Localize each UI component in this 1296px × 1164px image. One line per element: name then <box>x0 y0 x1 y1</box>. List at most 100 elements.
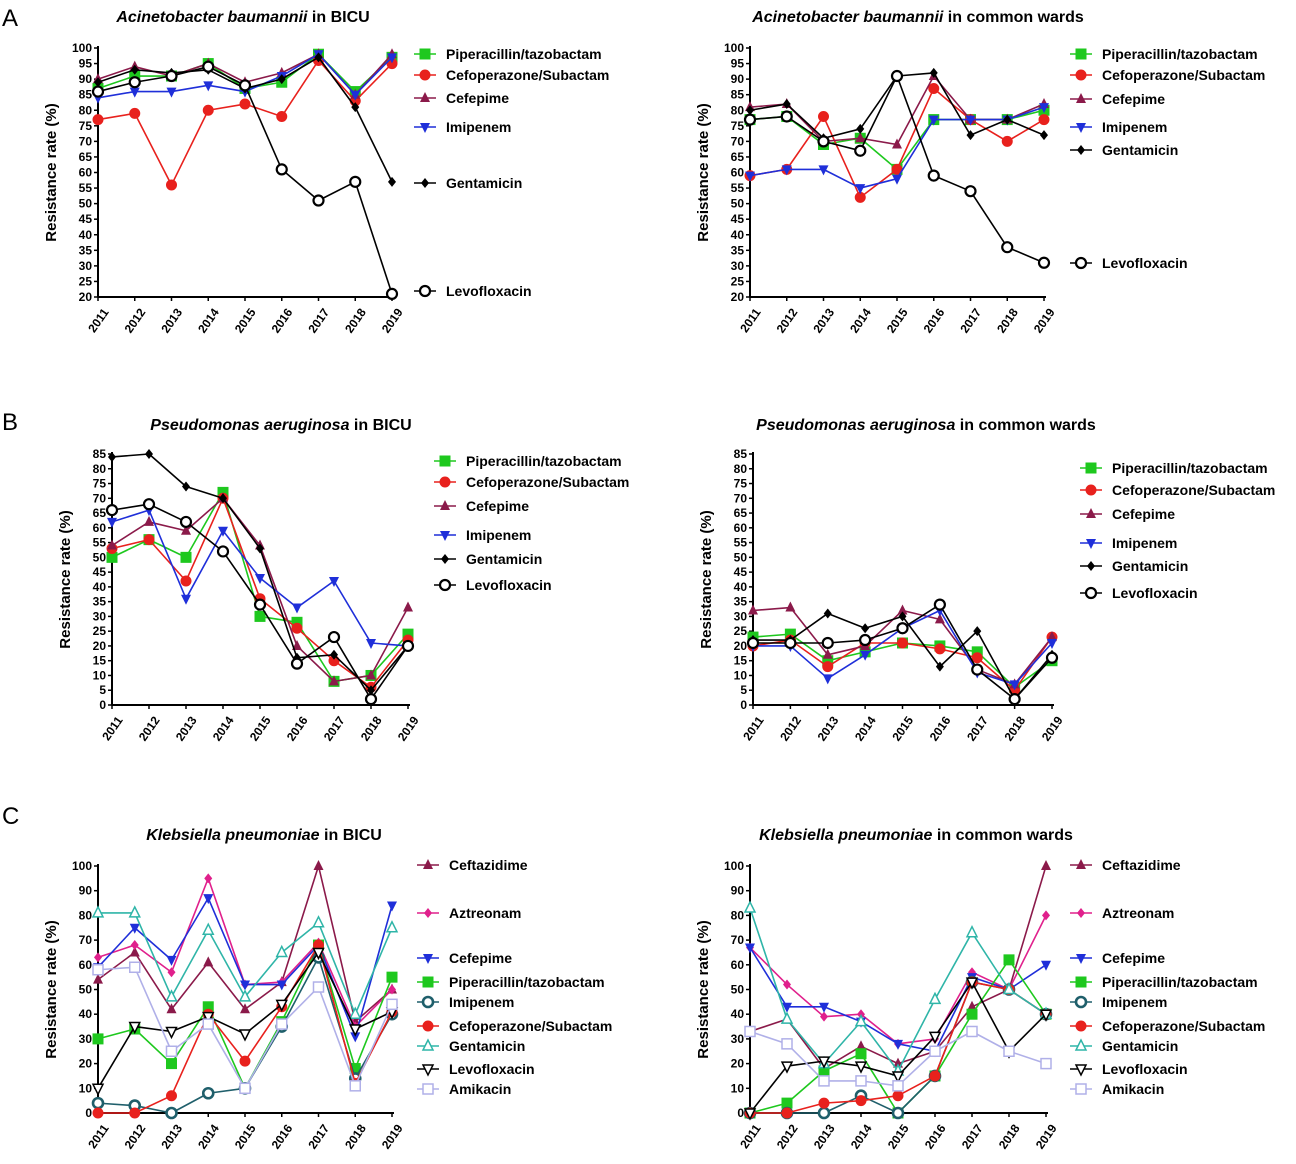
legend-item-levofloxacin: Levofloxacin <box>414 283 532 299</box>
data-point <box>893 1039 903 1050</box>
y-axis-label: Resistance rate (%) <box>43 920 60 1058</box>
legend-item-cefepime: Cefepime <box>414 90 509 106</box>
legend-label: Piperacillin/tazobactam <box>1112 460 1268 476</box>
legend-label: Piperacillin/tazobactam <box>466 453 622 469</box>
data-point <box>329 576 339 587</box>
series-cefoperazone-subactam <box>92 54 398 191</box>
legend-marker <box>1076 954 1086 964</box>
chart-title: Klebsiella pneumoniae in BICU <box>146 827 382 844</box>
data-point <box>967 1000 977 1011</box>
y-tick-label: 70 <box>731 933 745 947</box>
data-point <box>91 905 105 918</box>
data-point <box>927 169 940 182</box>
legend-item-gentamicin: Gentamicin <box>417 1038 525 1054</box>
legend-marker <box>420 92 430 102</box>
y-tick-label: 15 <box>734 654 748 668</box>
data-point <box>165 989 178 1002</box>
legend-item-piperacillin-tazobactam: Piperacillin/tazobactam <box>417 974 605 990</box>
data-point <box>312 947 325 961</box>
x-tick-label: 2012 <box>774 305 801 335</box>
y-tick-label: 30 <box>93 609 107 623</box>
data-point <box>330 649 338 660</box>
data-point <box>313 860 324 870</box>
data-point <box>744 1025 756 1038</box>
legend-label: Cefoperazone/Subactam <box>1102 1018 1265 1034</box>
legend-item-gentamicin: Gentamicin <box>414 175 522 191</box>
legend-marker <box>1076 93 1086 103</box>
data-point <box>202 1011 215 1025</box>
legend-label: Cefoperazone/Subactam <box>1112 482 1275 498</box>
data-point <box>129 1107 141 1119</box>
data-point <box>861 623 870 634</box>
legend-item-aztreonam: Aztreonam <box>1070 905 1174 921</box>
data-point <box>202 1018 214 1030</box>
legend-item-cefepime: Cefepime <box>417 950 512 966</box>
y-tick-label: 0 <box>737 1106 744 1120</box>
data-point <box>746 636 760 650</box>
series-levofloxacin <box>743 977 1053 1121</box>
legend-label: Levofloxacin <box>466 577 552 593</box>
y-tick-label: 80 <box>79 908 93 922</box>
legend-item-cefoperazone-subactam: Cefoperazone/Subactam <box>417 1018 612 1034</box>
panel-label-c: C <box>2 803 19 830</box>
x-tick-label: 2011 <box>740 713 767 743</box>
y-tick-label: 90 <box>79 72 93 86</box>
data-point <box>1047 631 1057 642</box>
x-tick-label: 2018 <box>1002 713 1029 743</box>
data-point <box>351 102 360 113</box>
x-tick-label: 2017 <box>964 713 991 743</box>
data-point <box>897 604 908 615</box>
data-point <box>201 1086 215 1100</box>
x-tick-label: 2012 <box>122 305 149 335</box>
y-tick-label: 40 <box>731 1007 745 1021</box>
data-point <box>1039 103 1049 114</box>
chart-6: Klebsiella pneumoniae in common wards Res… <box>695 827 1265 1152</box>
data-point <box>238 989 252 1002</box>
data-point <box>92 1107 104 1119</box>
y-tick-label: 40 <box>79 228 93 242</box>
chart-title-species: Klebsiella pneumoniae <box>759 827 932 844</box>
data-point <box>1040 130 1048 141</box>
x-tick-label: 2015 <box>889 713 916 743</box>
data-point <box>129 107 141 119</box>
legend-marker <box>1074 1038 1088 1051</box>
legend-marker <box>423 859 433 869</box>
y-tick-label: 65 <box>79 150 93 164</box>
chart-title-location: in common wards <box>943 9 1084 26</box>
data-point <box>349 1024 362 1037</box>
series-gentamicin <box>108 449 412 696</box>
legend-marker <box>1076 123 1086 133</box>
data-point <box>366 638 376 649</box>
y-tick-label: 25 <box>79 274 93 288</box>
legend-marker <box>419 69 431 81</box>
data-point <box>1047 638 1057 649</box>
legend-label: Imipenem <box>466 527 531 543</box>
data-point <box>128 905 141 918</box>
data-point <box>971 663 984 676</box>
series-piperacillin-tazobactam <box>106 486 414 687</box>
legend-marker <box>1086 508 1096 518</box>
data-point <box>204 873 213 884</box>
legend-item-ceftazidime: Ceftazidime <box>417 857 528 873</box>
x-tick-label: 2014 <box>195 305 222 335</box>
data-point <box>859 633 872 647</box>
y-tick-label: 10 <box>79 1081 93 1095</box>
x-tick-label: 2016 <box>922 1121 949 1151</box>
data-point <box>817 135 830 148</box>
data-point <box>181 524 191 535</box>
data-point <box>166 955 177 966</box>
y-tick-label: 70 <box>93 491 107 505</box>
legend-label: Cefepime <box>446 90 509 106</box>
y-tick-label: 20 <box>731 290 745 304</box>
x-tick-label: 2011 <box>85 1121 112 1151</box>
data-point <box>855 1048 867 1060</box>
legend-marker <box>439 476 451 488</box>
y-tick-label: 60 <box>731 166 745 180</box>
chart-1: Acinetobacter baumannii in BICU Resistanc… <box>43 9 609 336</box>
data-point <box>129 946 140 957</box>
legend-item-cefoperazone-subactam: Cefoperazone/Subactam <box>434 474 629 490</box>
legend-marker <box>422 1020 434 1032</box>
data-point <box>780 1061 794 1074</box>
x-tick-label: 2011 <box>737 305 764 335</box>
x-tick-label: 2014 <box>195 1121 222 1151</box>
